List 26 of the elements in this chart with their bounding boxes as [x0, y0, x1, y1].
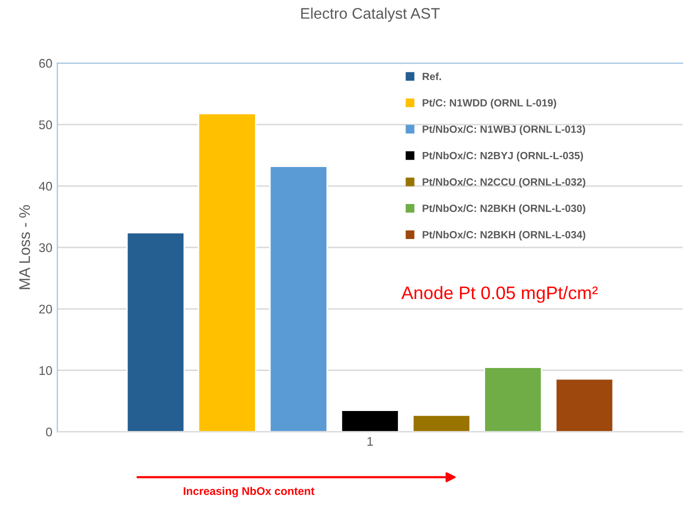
bar	[555, 378, 614, 432]
bar	[269, 166, 328, 432]
y-tick-label: 60	[39, 58, 52, 68]
legend-label: Pt/NbOx/C: N2BKH (ORNL-L-034)	[422, 230, 586, 240]
annotation: Anode Pt 0.05 mgPt/cm²	[401, 286, 598, 303]
y-axis-title: MA Loss - %	[19, 205, 30, 290]
bar	[484, 366, 542, 432]
chart-title: Electro Catalyst AST	[301, 8, 440, 22]
y-tick-label: 10	[40, 366, 52, 375]
bar	[412, 414, 471, 432]
legend-label: Pt/NbOx/C: N2BKH (ORNL-L-030)	[422, 204, 586, 214]
text: Increasing NbOx content	[184, 486, 314, 498]
bar	[340, 410, 400, 432]
y-tick-label: 50	[39, 120, 52, 130]
y-tick-label: 0	[46, 428, 52, 436]
bar	[126, 232, 185, 432]
y-tick-label: 30	[39, 243, 52, 252]
x-tick-label: 1	[368, 437, 373, 446]
bar	[198, 112, 256, 432]
legend-label: Ref.	[422, 72, 441, 80]
y-tick-label: 20	[39, 304, 52, 314]
y-tick-label: 40	[38, 182, 52, 191]
legend-label: Pt/NbOx/C: N2BYJ (ORNL-L-035)	[422, 152, 583, 162]
legend-label: Pt/C: N1WDD (ORNL L-019)	[422, 98, 556, 109]
legend-label: Pt/NbOx/C: N2CCU (ORNL-L-032)	[422, 178, 586, 188]
legend-label: Pt/NbOx/C: N1WBJ (ORNL L-013)	[422, 125, 586, 135]
